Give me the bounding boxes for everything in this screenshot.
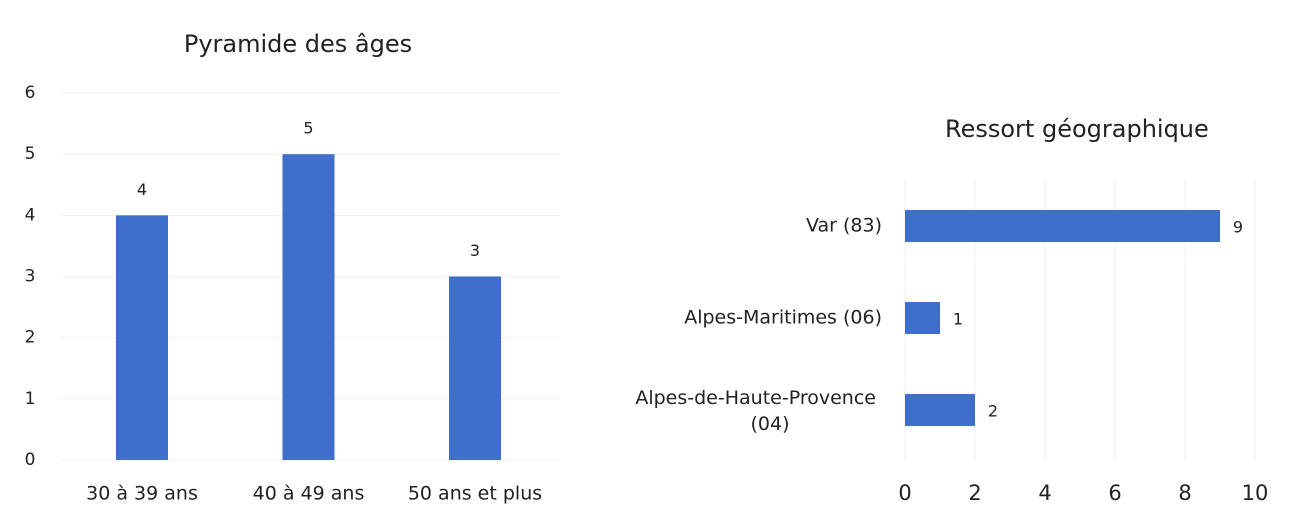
bar <box>905 210 1220 242</box>
x-tick-label: 4 <box>1038 481 1051 505</box>
x-tick-label: 40 à 49 ans <box>253 483 365 505</box>
label-line: Alpes-de-Haute-Provence <box>635 387 882 409</box>
y-tick-label: 1 <box>25 389 36 409</box>
y-tick-label: 6 <box>25 83 36 103</box>
bar <box>905 394 975 426</box>
chart-title: Ressort géographique <box>945 115 1209 143</box>
y-tick-label: Alpes-de-Haute-Provence (04) <box>635 387 882 435</box>
value-label: 3 <box>470 241 480 260</box>
x-tick-label: 30 à 39 ans <box>86 483 198 505</box>
y-tick-label: 2 <box>25 328 36 348</box>
x-tick-label: 6 <box>1108 481 1121 505</box>
y-tick-label: Alpes-Maritimes (06) <box>684 307 882 329</box>
x-tick-label: 8 <box>1178 481 1191 505</box>
value-label: 5 <box>303 119 313 138</box>
value-label: 1 <box>953 310 963 329</box>
y-tick-label: Var (83) <box>806 215 882 237</box>
x-tick-label: 10 <box>1242 481 1269 505</box>
bar <box>905 302 940 334</box>
y-tick-label: 3 <box>25 267 36 287</box>
bar <box>116 215 168 460</box>
x-tick-label: 0 <box>898 481 911 505</box>
y-tick-label: 5 <box>25 144 36 164</box>
label-line: (04) <box>750 413 789 435</box>
bar <box>282 154 335 460</box>
x-tick-label: 50 ans et plus <box>408 483 542 505</box>
value-label: 2 <box>988 402 998 421</box>
value-label: 9 <box>1233 218 1243 237</box>
y-tick-label: 4 <box>25 205 36 225</box>
x-tick-label: 2 <box>968 481 981 505</box>
y-tick-label: 0 <box>25 450 36 470</box>
bar <box>449 276 501 460</box>
value-label: 4 <box>137 180 147 199</box>
chart-title: Pyramide des âges <box>184 30 412 58</box>
